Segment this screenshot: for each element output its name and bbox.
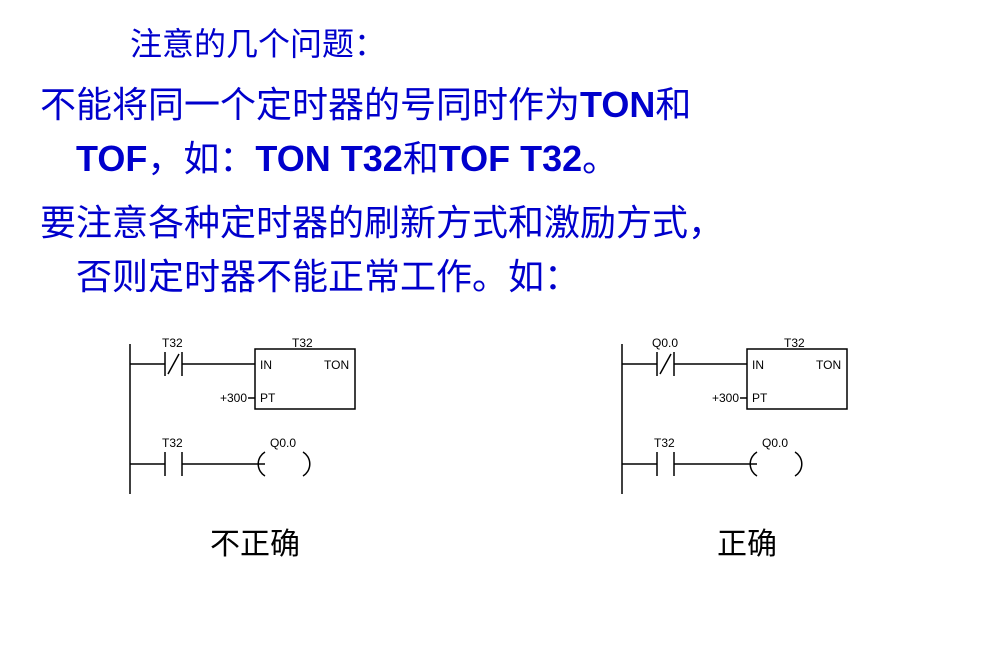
p1-l2-f: 。 [582, 139, 618, 179]
diagram-left: T32 T32 IN TON PT +300 T32 Q0.0 不正确 [120, 334, 390, 563]
paragraph-1-line-2: TOF，如：TON T32和TOF T32。 [76, 132, 962, 186]
p1-l2-d: 和 [403, 139, 439, 179]
diagram-right: Q0.0 T32 IN TON PT +300 T32 Q0.0 正确 [612, 334, 882, 563]
rung1-block-type-r: TON [816, 358, 841, 372]
rung2-contact-label-r: T32 [654, 436, 675, 450]
heading: 注意的几个问题： [130, 20, 962, 68]
diagrams-row: T32 T32 IN TON PT +300 T32 Q0.0 不正确 [40, 334, 962, 563]
p1-l1-b: TON [580, 84, 655, 125]
ladder-diagram-incorrect: T32 T32 IN TON PT +300 T32 Q0.0 [120, 334, 390, 504]
paragraph-2-line-1: 要注意各种定时器的刷新方式和激励方式， [40, 196, 962, 250]
ladder-diagram-correct: Q0.0 T32 IN TON PT +300 T32 Q0.0 [612, 334, 882, 504]
rung1-pt-value: +300 [220, 391, 247, 405]
paragraph-2-line-2: 否则定时器不能正常工作。如： [76, 250, 962, 304]
rung1-pt-value-r: +300 [712, 391, 739, 405]
rung1-contact-label: T32 [162, 336, 183, 350]
rung1-block-title-r: T32 [784, 336, 805, 350]
p1-l2-e: TOF T32 [439, 138, 582, 179]
diagram-right-label: 正确 [717, 519, 777, 563]
rung1-pt-label: PT [260, 391, 276, 405]
rung1-block-title: T32 [292, 336, 313, 350]
p1-l1-a: 不能将同一个定时器的号同时作为 [40, 85, 580, 125]
p1-l2-c: TON T32 [255, 138, 402, 179]
rung1-block-type: TON [324, 358, 349, 372]
rung2-coil-label: Q0.0 [270, 436, 296, 450]
rung1-in-label: IN [260, 358, 272, 372]
rung1-in-label-r: IN [752, 358, 764, 372]
p1-l1-c: 和 [655, 85, 691, 125]
rung1-contact-label-r: Q0.0 [652, 336, 678, 350]
diagram-left-label: 不正确 [210, 519, 300, 563]
rung2-contact-label: T32 [162, 436, 183, 450]
p1-l2-a: TOF [76, 138, 147, 179]
p1-l2-b: ，如： [147, 139, 255, 179]
paragraph-1-line-1: 不能将同一个定时器的号同时作为TON和 [40, 78, 962, 132]
rung1-pt-label-r: PT [752, 391, 768, 405]
rung2-coil-label-r: Q0.0 [762, 436, 788, 450]
